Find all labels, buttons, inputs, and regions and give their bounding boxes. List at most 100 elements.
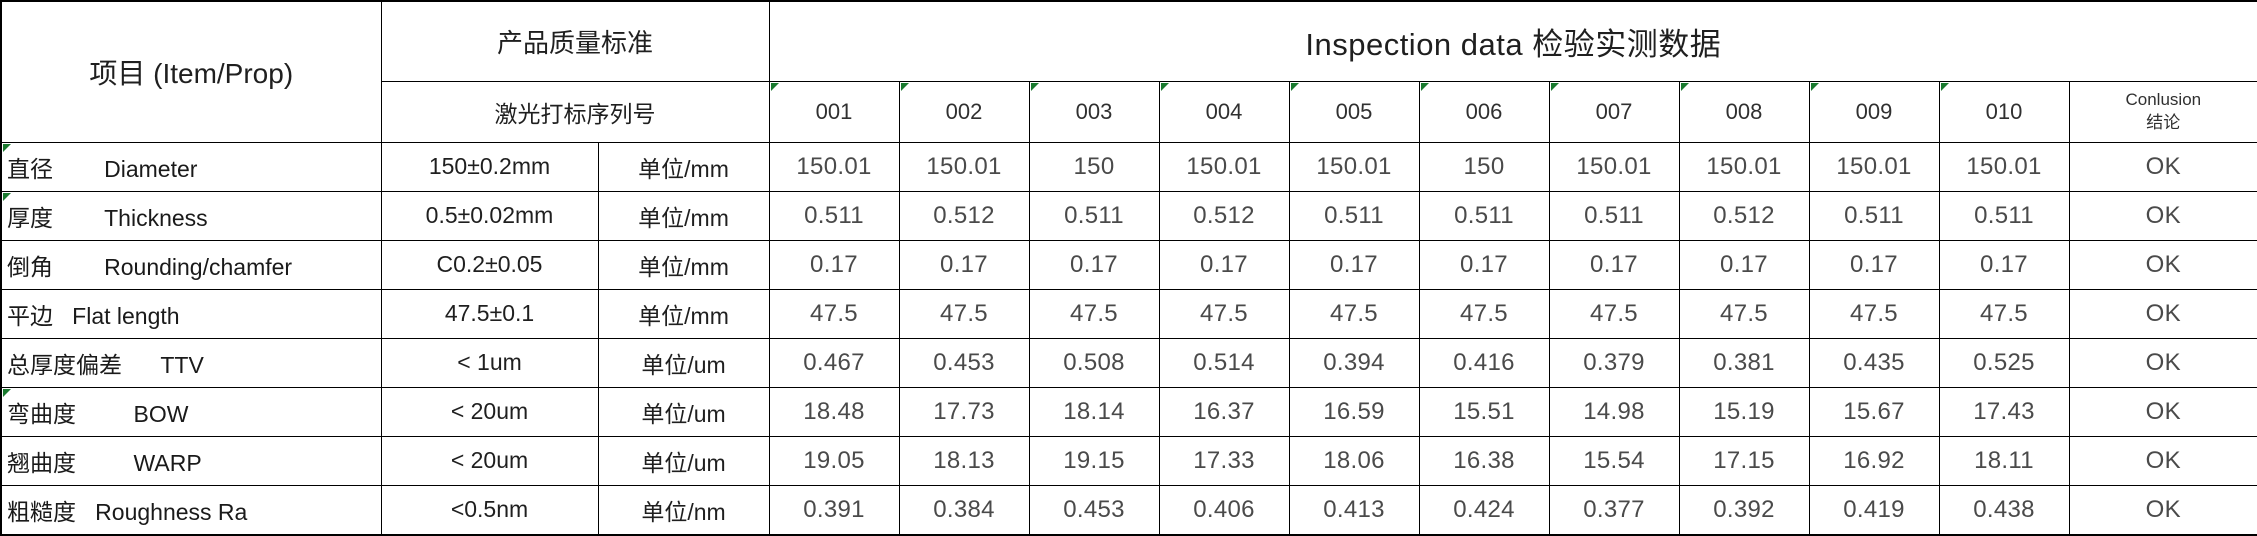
item-label-cell[interactable]: 平边 Flat length	[0, 288, 382, 339]
value-cell[interactable]: 0.525	[1938, 337, 2070, 388]
spec-cell[interactable]: < 20um	[380, 435, 599, 486]
conclusion-cell[interactable]: OK	[2068, 141, 2257, 192]
value-cell[interactable]: 0.391	[768, 484, 900, 535]
value-cell[interactable]: 0.384	[898, 484, 1030, 535]
unit-cell[interactable]: 单位/mm	[597, 239, 770, 290]
value-cell[interactable]: 17.43	[1938, 386, 2070, 437]
value-cell[interactable]: 150	[1418, 141, 1550, 192]
value-cell[interactable]: 0.17	[1678, 239, 1810, 290]
serial-header-cell-009[interactable]: 009	[1808, 80, 1940, 143]
item-label-cell[interactable]: 翘曲度 WARP	[0, 435, 382, 486]
conclusion-cell[interactable]: OK	[2068, 484, 2257, 535]
value-cell[interactable]: 18.13	[898, 435, 1030, 486]
value-cell[interactable]: 0.511	[1938, 190, 2070, 241]
value-cell[interactable]: 0.511	[1028, 190, 1160, 241]
value-cell[interactable]: 18.14	[1028, 386, 1160, 437]
value-cell[interactable]: 150.01	[1678, 141, 1810, 192]
value-cell[interactable]: 0.508	[1028, 337, 1160, 388]
value-cell[interactable]: 0.17	[768, 239, 900, 290]
value-cell[interactable]: 47.5	[1288, 288, 1420, 339]
value-cell[interactable]: 0.438	[1938, 484, 2070, 535]
value-cell[interactable]: 0.511	[1418, 190, 1550, 241]
serial-header-cell-001[interactable]: 001	[768, 80, 900, 143]
value-cell[interactable]: 0.419	[1808, 484, 1940, 535]
unit-cell[interactable]: 单位/nm	[597, 484, 770, 535]
value-cell[interactable]: 15.67	[1808, 386, 1940, 437]
spec-cell[interactable]: 47.5±0.1	[380, 288, 599, 339]
unit-cell[interactable]: 单位/mm	[597, 288, 770, 339]
value-cell[interactable]: 0.512	[1158, 190, 1290, 241]
value-cell[interactable]: 47.5	[1158, 288, 1290, 339]
item-label-cell[interactable]: 倒角 Rounding/chamfer	[0, 239, 382, 290]
value-cell[interactable]: 15.19	[1678, 386, 1810, 437]
value-cell[interactable]: 150.01	[1938, 141, 2070, 192]
value-cell[interactable]: 47.5	[1808, 288, 1940, 339]
value-cell[interactable]: 47.5	[1678, 288, 1810, 339]
spec-cell[interactable]: 150±0.2mm	[380, 141, 599, 192]
laser-serial-label-cell[interactable]: 激光打标序列号	[380, 80, 770, 143]
value-cell[interactable]: 150.01	[1548, 141, 1680, 192]
value-cell[interactable]: 150.01	[898, 141, 1030, 192]
value-cell[interactable]: 150	[1028, 141, 1160, 192]
serial-header-cell-002[interactable]: 002	[898, 80, 1030, 143]
value-cell[interactable]: 0.381	[1678, 337, 1810, 388]
value-cell[interactable]: 16.38	[1418, 435, 1550, 486]
conclusion-cell[interactable]: OK	[2068, 386, 2257, 437]
spec-cell[interactable]: < 20um	[380, 386, 599, 437]
unit-cell[interactable]: 单位/um	[597, 337, 770, 388]
value-cell[interactable]: 0.17	[898, 239, 1030, 290]
conclusion-header-cell[interactable]: Conlusion 结论	[2068, 80, 2257, 143]
value-cell[interactable]: 0.453	[898, 337, 1030, 388]
value-cell[interactable]: 0.17	[1418, 239, 1550, 290]
value-cell[interactable]: 15.54	[1548, 435, 1680, 486]
spec-cell[interactable]: <0.5nm	[380, 484, 599, 535]
value-cell[interactable]: 150.01	[1158, 141, 1290, 192]
value-cell[interactable]: 47.5	[1548, 288, 1680, 339]
value-cell[interactable]: 17.15	[1678, 435, 1810, 486]
value-cell[interactable]: 17.73	[898, 386, 1030, 437]
value-cell[interactable]: 47.5	[1418, 288, 1550, 339]
value-cell[interactable]: 0.394	[1288, 337, 1420, 388]
value-cell[interactable]: 18.06	[1288, 435, 1420, 486]
value-cell[interactable]: 19.05	[768, 435, 900, 486]
inspection-data-header-cell[interactable]: Inspection data 检验实测数据	[768, 0, 2257, 82]
value-cell[interactable]: 16.92	[1808, 435, 1940, 486]
value-cell[interactable]: 0.17	[1938, 239, 2070, 290]
value-cell[interactable]: 0.511	[1288, 190, 1420, 241]
item-label-cell[interactable]: 粗糙度 Roughness Ra	[0, 484, 382, 535]
item-label-cell[interactable]: 总厚度偏差 TTV	[0, 337, 382, 388]
value-cell[interactable]: 150.01	[1288, 141, 1420, 192]
serial-header-cell-004[interactable]: 004	[1158, 80, 1290, 143]
value-cell[interactable]: 0.17	[1158, 239, 1290, 290]
value-cell[interactable]: 47.5	[768, 288, 900, 339]
value-cell[interactable]: 150.01	[768, 141, 900, 192]
value-cell[interactable]: 0.379	[1548, 337, 1680, 388]
value-cell[interactable]: 15.51	[1418, 386, 1550, 437]
value-cell[interactable]: 0.424	[1418, 484, 1550, 535]
serial-header-cell-008[interactable]: 008	[1678, 80, 1810, 143]
value-cell[interactable]: 0.17	[1288, 239, 1420, 290]
value-cell[interactable]: 0.17	[1548, 239, 1680, 290]
value-cell[interactable]: 150.01	[1808, 141, 1940, 192]
value-cell[interactable]: 0.514	[1158, 337, 1290, 388]
conclusion-cell[interactable]: OK	[2068, 190, 2257, 241]
spec-cell[interactable]: < 1um	[380, 337, 599, 388]
value-cell[interactable]: 0.511	[1808, 190, 1940, 241]
value-cell[interactable]: 0.413	[1288, 484, 1420, 535]
value-cell[interactable]: 0.512	[1678, 190, 1810, 241]
value-cell[interactable]: 17.33	[1158, 435, 1290, 486]
value-cell[interactable]: 18.11	[1938, 435, 2070, 486]
conclusion-cell[interactable]: OK	[2068, 239, 2257, 290]
value-cell[interactable]: 0.392	[1678, 484, 1810, 535]
unit-cell[interactable]: 单位/um	[597, 435, 770, 486]
serial-header-cell-005[interactable]: 005	[1288, 80, 1420, 143]
serial-header-cell-007[interactable]: 007	[1548, 80, 1680, 143]
unit-cell[interactable]: 单位/um	[597, 386, 770, 437]
serial-header-cell-010[interactable]: 010	[1938, 80, 2070, 143]
value-cell[interactable]: 47.5	[898, 288, 1030, 339]
unit-cell[interactable]: 单位/mm	[597, 141, 770, 192]
conclusion-cell[interactable]: OK	[2068, 288, 2257, 339]
value-cell[interactable]: 0.511	[1548, 190, 1680, 241]
value-cell[interactable]: 0.377	[1548, 484, 1680, 535]
spec-cell[interactable]: C0.2±0.05	[380, 239, 599, 290]
